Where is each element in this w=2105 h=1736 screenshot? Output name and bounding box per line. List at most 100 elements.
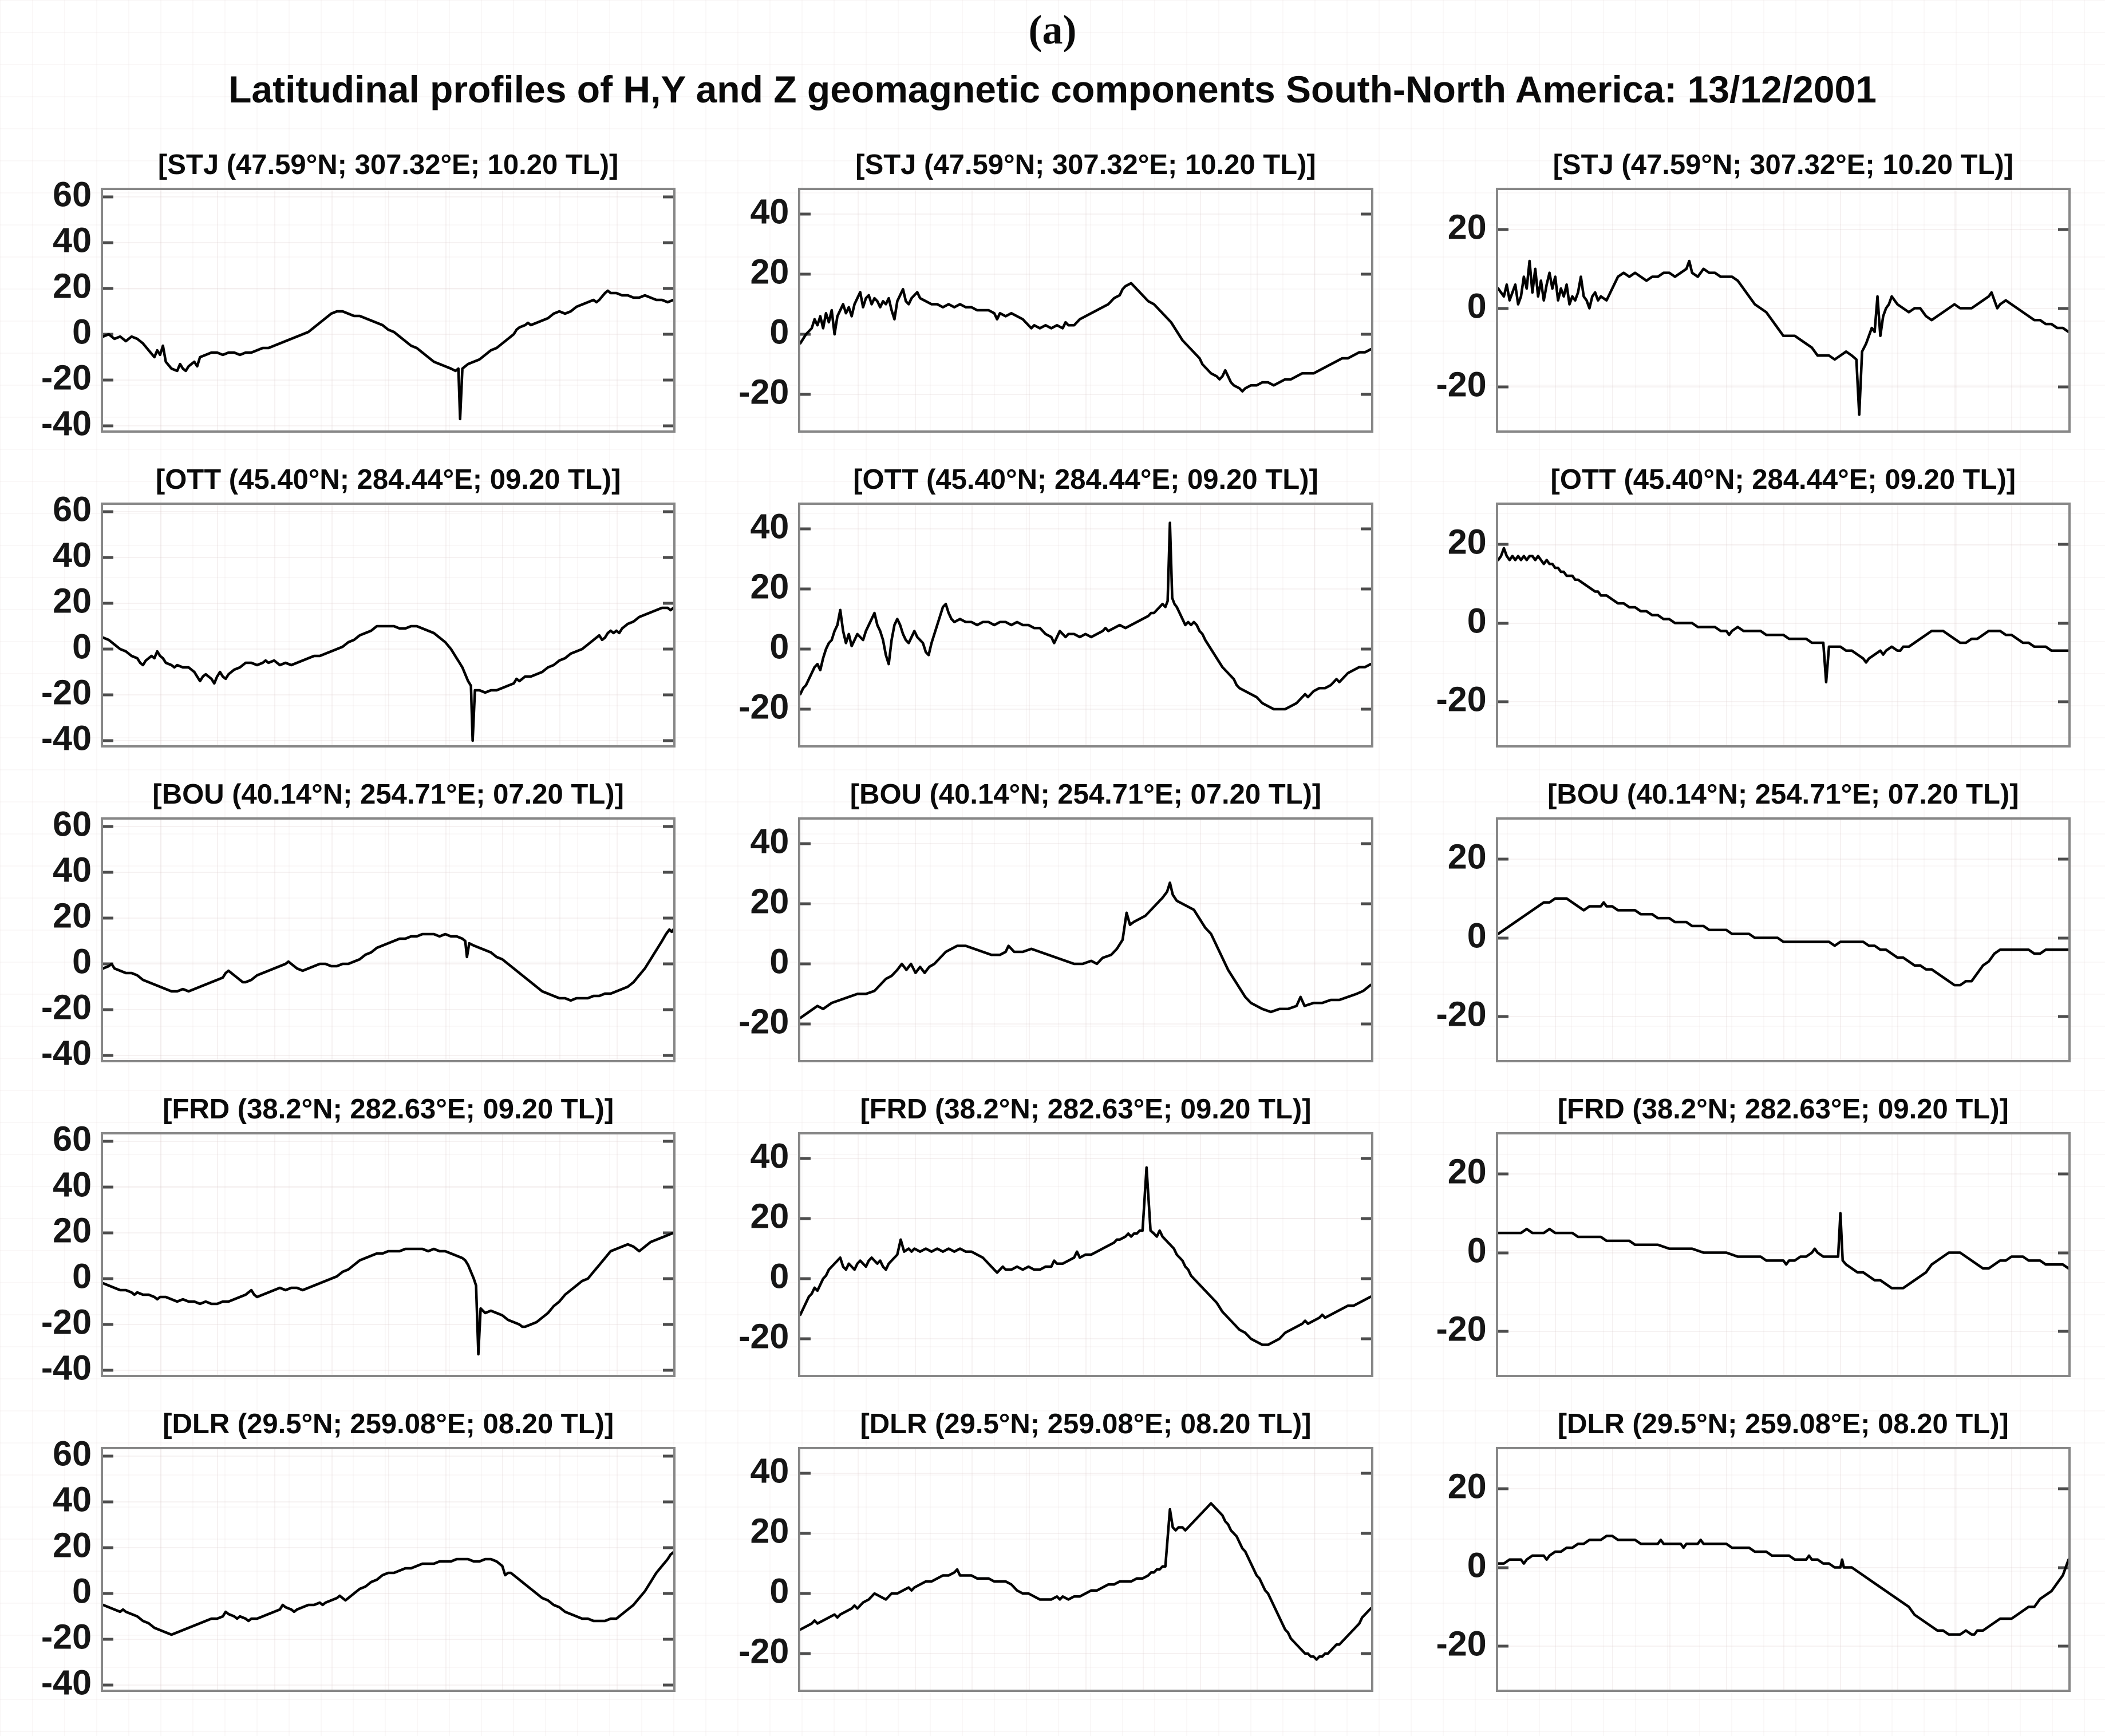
data-line (1498, 1536, 2068, 1634)
gridline-vertical (1783, 1134, 1784, 1375)
axis-tick-right (1360, 1277, 1371, 1280)
y-tick-label: 0 (72, 942, 92, 981)
axis-tick-left (103, 825, 113, 828)
data-line (1498, 261, 2068, 415)
gridline-vertical (1840, 1134, 1842, 1375)
gridline-vertical (1669, 820, 1670, 1060)
gridline-horizontal (103, 1370, 674, 1371)
axis-tick-left (103, 602, 113, 605)
y-tick-label: 20 (750, 252, 789, 291)
axis-tick-right (663, 333, 674, 336)
subplot-title: [OTT (45.40°N; 284.44°E; 09.20 TL)] (1550, 464, 2016, 495)
gridline-horizontal (800, 213, 1371, 215)
axis-tick-right (663, 1185, 674, 1189)
gridline-vertical (1612, 190, 1613, 430)
gridline-vertical (1028, 1134, 1030, 1375)
data-line-svg (1498, 1134, 2068, 1375)
axis-tick-left (103, 1683, 113, 1687)
gridline-vertical (1257, 1449, 1258, 1690)
y-tick-label: 40 (750, 192, 789, 231)
y-tick-label: 40 (53, 850, 92, 889)
gridline-horizontal (800, 394, 1371, 395)
axis-tick-left (103, 378, 113, 382)
subplot-title: [FRD (38.2°N; 282.63°E; 09.20 TL)] (860, 1094, 1312, 1125)
axis-tick-left (1498, 936, 1508, 940)
data-line (800, 883, 1371, 1018)
gridline-horizontal (800, 709, 1371, 710)
axis-tick-left (800, 1157, 811, 1160)
gridline-vertical (1669, 1449, 1670, 1690)
data-line (800, 1168, 1371, 1345)
gridline-vertical (1954, 820, 1956, 1060)
subplot-title: [DLR (29.5°N; 259.08°E; 08.20 TL)] (860, 1409, 1312, 1440)
axis-tick-right (663, 1454, 674, 1458)
axis-tick-right (663, 1592, 674, 1595)
subplot-title: [OTT (45.40°N; 284.44°E; 09.20 TL)] (155, 464, 621, 495)
gridline-vertical (1085, 1449, 1087, 1690)
gridline-vertical (1612, 505, 1613, 745)
data-line (103, 1233, 673, 1354)
gridline-horizontal (800, 903, 1371, 904)
gridline-vertical (1669, 190, 1670, 430)
gridline-vertical (1085, 190, 1087, 430)
y-tick-label: 20 (1447, 207, 1487, 247)
y-tick-label: 60 (53, 175, 92, 214)
gridline-vertical (160, 190, 161, 430)
gridline-vertical (1085, 820, 1087, 1060)
gridline-horizontal (800, 588, 1371, 590)
subplot-title: [BOU (40.14°N; 254.71°E; 07.20 TL)] (1547, 779, 2019, 810)
gridline-vertical (914, 820, 916, 1060)
y-axis-labels: 60 40 20 0 -20 -40 (9, 1121, 101, 1385)
axis-tick-right (2058, 307, 2068, 310)
gridline-vertical (1028, 820, 1030, 1060)
gridline-vertical (1783, 190, 1784, 430)
gridline-horizontal (103, 425, 674, 426)
data-line-svg (800, 1449, 1371, 1690)
axis-tick-right (663, 916, 674, 920)
axis-tick-right (2058, 1487, 2068, 1490)
subplot-title: [BOU (40.14°N; 254.71°E; 07.20 TL)] (152, 779, 624, 810)
y-tick-label: 0 (72, 1256, 92, 1296)
gridline-horizontal (103, 1639, 674, 1640)
axis-tick-left (800, 527, 811, 531)
gridline-horizontal (800, 1653, 1371, 1654)
gridline-horizontal (1498, 858, 2068, 860)
gridline-vertical (160, 505, 161, 745)
gridline-horizontal (800, 1218, 1371, 1219)
data-line-svg (103, 190, 673, 430)
axis-tick-right (2058, 543, 2068, 546)
axis-tick-left (103, 1323, 113, 1326)
gridline-vertical (2011, 1134, 2013, 1375)
axis-tick-right (2058, 857, 2068, 861)
gridline-vertical (1028, 1449, 1030, 1690)
axis-tick-left (103, 1277, 113, 1280)
subplot-title: [STJ (47.59°N; 307.32°E; 10.20 TL)] (1553, 149, 2014, 180)
gridline-vertical (1783, 1449, 1784, 1690)
axis-tick-left (800, 1652, 811, 1655)
gridline-horizontal (1498, 622, 2068, 624)
axis-tick-right (1360, 842, 1371, 845)
y-tick-label: 20 (750, 567, 789, 606)
gridline-horizontal (103, 511, 674, 512)
data-line (1498, 899, 2068, 985)
axis-tick-right (663, 556, 674, 559)
gridline-vertical (1954, 1449, 1956, 1690)
gridline-vertical (388, 820, 390, 1060)
gridline-vertical (616, 190, 618, 430)
gridline-vertical (971, 1449, 973, 1690)
axis-tick-left (103, 1008, 113, 1011)
gridline-vertical (1897, 820, 1899, 1060)
plot-area: 60 40 20 0 -20 -40 (9, 806, 676, 1070)
axis-tick-right (663, 287, 674, 290)
gridline-vertical (857, 1449, 859, 1690)
y-tick-label: 40 (750, 1136, 789, 1176)
subplot-stj-z: [STJ (47.59°N; 307.32°E; 10.20 TL)] 20 0 -2… (1404, 149, 2071, 433)
y-tick-label: 20 (1447, 837, 1487, 876)
gridline-horizontal (103, 648, 674, 650)
gridline-horizontal (103, 1278, 674, 1279)
plot-area: 60 40 20 0 -20 -40 (9, 1121, 676, 1385)
subplot-bou-h: [BOU (40.14°N; 254.71°E; 07.20 TL)] 60 40 2… (9, 778, 676, 1070)
plot-area: 20 0 -20 (1404, 1132, 2071, 1377)
y-tick-label: 0 (769, 1256, 789, 1296)
axis-tick-left (103, 916, 113, 920)
